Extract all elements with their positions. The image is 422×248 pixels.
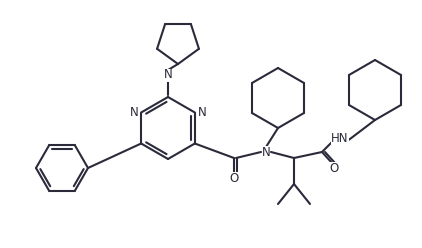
Text: HN: HN (331, 131, 349, 145)
Text: N: N (262, 146, 271, 158)
Text: N: N (197, 106, 206, 119)
Text: N: N (130, 106, 138, 119)
Text: O: O (230, 172, 238, 185)
Text: N: N (164, 68, 172, 82)
Text: O: O (330, 161, 338, 175)
